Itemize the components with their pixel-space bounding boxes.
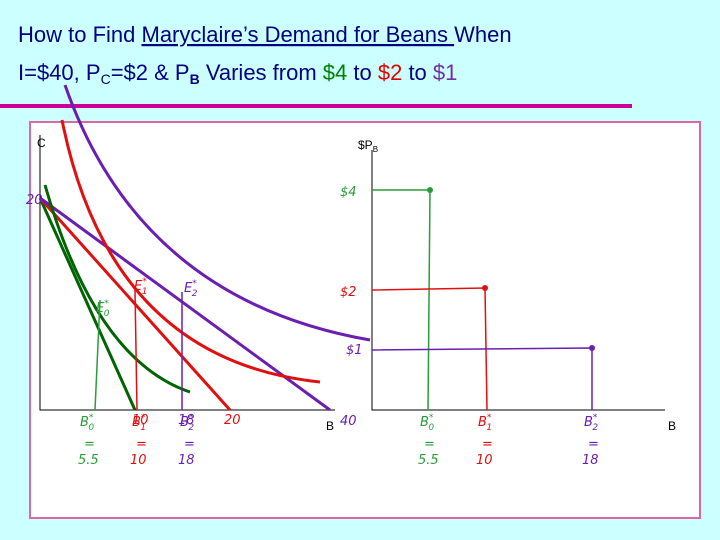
y-axis-label: $PB <box>358 138 378 154</box>
title-text: Varies from <box>200 60 323 85</box>
indifference-curve-red <box>60 119 321 384</box>
drop-line-green <box>94 299 101 411</box>
title-text: =$2 & P <box>111 60 190 85</box>
axes <box>39 135 335 411</box>
left-graph <box>38 84 371 412</box>
x-axis-label: B <box>668 419 676 433</box>
sub: 2 <box>192 289 198 299</box>
quantity-value: 18 <box>178 453 195 468</box>
demand-point <box>427 187 433 193</box>
price-label: $4 <box>340 185 357 200</box>
quantity-label: B* 1 <box>478 413 492 433</box>
sub: 1 <box>142 287 148 297</box>
star: * <box>429 413 434 423</box>
price-label: $1 <box>346 343 363 358</box>
quantity-value: 18 <box>582 453 599 468</box>
b-intercept: 10 <box>132 413 149 428</box>
equilibrium-label: E* 0 <box>96 299 110 319</box>
drop-line-red <box>134 289 138 411</box>
right-graph <box>371 150 665 411</box>
quantity-value: 10 <box>130 453 147 468</box>
equals: = <box>136 437 147 452</box>
axes <box>371 150 665 411</box>
price-green: $4 <box>323 60 347 85</box>
y-axis-label: C <box>37 136 46 150</box>
star: * <box>593 413 598 423</box>
equilibrium-label: E* 2 <box>184 279 198 299</box>
star: * <box>487 413 492 423</box>
sub: 2 <box>188 423 194 433</box>
letter: E <box>96 301 105 316</box>
x-axis-label: B <box>326 419 334 433</box>
y-axis-text: $P <box>358 138 373 152</box>
equals: = <box>84 437 95 452</box>
c-intercept: 20 <box>26 193 43 208</box>
quantity-value: 10 <box>476 453 493 468</box>
quantity-value: 5.5 <box>418 453 439 468</box>
subscript: B <box>373 145 378 154</box>
equilibrium-label: E* 1 <box>134 277 147 297</box>
title-text: When <box>454 22 511 47</box>
star: * <box>89 413 94 423</box>
sub: 1 <box>486 423 492 433</box>
equals: = <box>424 437 435 452</box>
star: * <box>141 413 146 423</box>
equals: = <box>482 437 493 452</box>
letter: B <box>420 415 429 430</box>
quantity-label: B* 0 <box>420 413 434 433</box>
price-purple: $1 <box>433 60 457 85</box>
quantity-value: 5.5 <box>78 453 99 468</box>
price-label: $2 <box>340 285 357 300</box>
sub: 1 <box>140 423 146 433</box>
quantity-label: B* 2 <box>584 413 598 433</box>
title-underlined: Maryclaire’s Demand for Beans <box>142 22 455 47</box>
indifference-curve-purple <box>63 84 371 342</box>
sub: 2 <box>592 423 598 433</box>
title-rule <box>0 104 632 108</box>
price-red: $2 <box>378 60 402 85</box>
budget-line-green <box>38 197 137 411</box>
panel <box>29 121 701 519</box>
indifference-curve-green <box>43 184 191 394</box>
quantity-label: B* 2 <box>180 413 194 433</box>
title-line-1: How to Find Maryclaire’s Demand for Bean… <box>18 22 512 47</box>
title-text: to <box>402 60 433 85</box>
subscript: B <box>190 71 200 87</box>
sub: 0 <box>88 423 94 433</box>
letter: B <box>180 415 189 430</box>
star: * <box>142 277 147 287</box>
letter: E <box>184 281 193 296</box>
demand-point <box>482 285 488 291</box>
title-text: to <box>347 60 378 85</box>
star: * <box>189 413 194 423</box>
letter: B <box>584 415 593 430</box>
subscript: C <box>101 71 111 87</box>
letter: B <box>132 415 141 430</box>
letter: E <box>134 279 143 294</box>
quantity-label: B* 0 <box>80 413 94 433</box>
title-text: I=$40, P <box>18 60 101 85</box>
demand-point <box>589 345 595 351</box>
title-text: How to Find <box>18 22 142 47</box>
star: * <box>192 279 197 289</box>
equals: = <box>184 437 195 452</box>
title-line-2: I=$40, PC=$2 & PB Varies from $4 to $2 t… <box>18 60 457 87</box>
star: * <box>104 299 109 309</box>
sub: 0 <box>428 423 434 433</box>
b-mid: 18 <box>178 413 195 428</box>
equals: = <box>588 437 599 452</box>
sub: 0 <box>104 309 110 319</box>
letter: B <box>80 415 89 430</box>
quantity-label: B* 1 <box>132 413 146 433</box>
b-intercept: 20 <box>224 413 241 428</box>
letter: B <box>478 415 487 430</box>
b-intercept: 40 <box>340 414 357 429</box>
